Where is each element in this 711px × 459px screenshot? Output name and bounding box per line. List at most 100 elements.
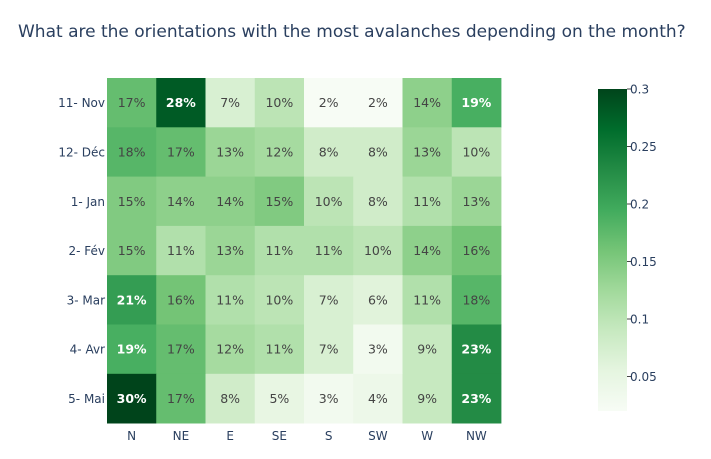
heatmap-cell	[451, 275, 502, 325]
cell-label: 14%	[413, 95, 441, 110]
heatmap-cell	[107, 127, 157, 177]
heatmap-cell	[156, 275, 206, 325]
heatmap-cell	[254, 176, 305, 227]
cell-label: 16%	[167, 292, 195, 307]
heatmap-cell	[254, 324, 305, 375]
x-tick-label: NE	[173, 429, 190, 443]
cell-label: 14%	[167, 194, 195, 209]
heatmap-cell	[353, 78, 403, 128]
y-tick-label: 3- Mar	[67, 293, 105, 307]
y-axis-ticks: 11- Nov 12- Déc 1- Jan 2- Fév 3- Mar 4- Avr 5-…	[58, 96, 105, 406]
cell-label: 9%	[417, 342, 437, 357]
cell-label: 11%	[216, 292, 244, 307]
cell-label: 30%	[117, 391, 147, 406]
heatmap-cell	[402, 78, 453, 128]
cell-label: 17%	[167, 391, 195, 406]
cell-label: 3%	[319, 391, 339, 406]
heatmap-cell	[205, 373, 256, 424]
heatmap-cell	[451, 78, 502, 128]
heatmap-cell	[156, 127, 206, 177]
cell-label: 15%	[265, 194, 293, 209]
cell-label: 15%	[118, 243, 146, 258]
heatmap-cell	[353, 275, 403, 325]
cell-label: 10%	[462, 144, 490, 159]
heatmap-cell	[254, 78, 305, 128]
cell-label: 16%	[462, 243, 490, 258]
cell-label: 7%	[220, 95, 240, 110]
heatmap-cell	[402, 373, 453, 424]
cell-label: 11%	[413, 292, 441, 307]
colorbar-tick-label: 0.15	[630, 255, 657, 269]
cell-label: 17%	[167, 342, 195, 357]
heatmap-cell	[451, 176, 502, 227]
heatmap-cell	[205, 275, 256, 325]
heatmap-cell	[402, 324, 453, 375]
heatmap-cell	[107, 225, 157, 276]
heatmap-cell	[304, 176, 354, 227]
chart-title: What are the orientations with the most …	[18, 22, 686, 42]
heatmap-cell	[107, 78, 157, 128]
cell-label: 8%	[319, 144, 339, 159]
cell-label: 2%	[368, 95, 388, 110]
y-tick-label: 4- Avr	[70, 343, 105, 357]
heatmap-cell	[304, 127, 354, 177]
colorbar-tick-label: 0.05	[630, 370, 657, 384]
cell-label: 3%	[368, 342, 388, 357]
heatmap-cell	[107, 373, 157, 424]
cell-label: 11%	[315, 243, 343, 258]
cell-label: 10%	[364, 243, 392, 258]
colorbar-tick-label: 0.25	[630, 140, 657, 154]
heatmap-cell	[205, 127, 256, 177]
cell-label: 8%	[220, 391, 240, 406]
cell-label: 10%	[265, 95, 293, 110]
heatmap-cell	[451, 324, 502, 375]
colorbar-ticks: 0.05 0.1 0.15 0.2 0.25 0.3	[627, 83, 657, 384]
heatmap-cell	[353, 176, 403, 227]
cell-label: 13%	[462, 194, 490, 209]
heatmap-cell	[156, 78, 206, 128]
heatmap-cell	[107, 324, 157, 375]
cell-label: 23%	[461, 342, 491, 357]
cell-label: 23%	[461, 391, 491, 406]
cell-label: 18%	[118, 144, 146, 159]
cell-label: 11%	[265, 243, 293, 258]
heatmap-cell	[107, 176, 157, 227]
cell-label: 21%	[117, 292, 147, 307]
y-tick-label: 12- Déc	[58, 145, 105, 159]
cell-label: 13%	[216, 144, 244, 159]
cell-label: 10%	[265, 292, 293, 307]
cell-label: 7%	[319, 292, 339, 307]
cell-label: 13%	[216, 243, 244, 258]
cell-label: 17%	[118, 95, 146, 110]
y-tick-label: 1- Jan	[71, 195, 105, 209]
heatmap-cell	[205, 176, 256, 227]
heatmap-cell	[254, 275, 305, 325]
cell-label: 10%	[315, 194, 343, 209]
heatmap-cell	[304, 78, 354, 128]
cell-label: 19%	[461, 95, 491, 110]
cell-label: 5%	[269, 391, 289, 406]
heatmap-cell	[353, 225, 403, 276]
heatmap-cell	[451, 225, 502, 276]
heatmap-cell	[451, 127, 502, 177]
cell-label: 13%	[413, 144, 441, 159]
heatmap-cell	[156, 176, 206, 227]
cell-label: 14%	[216, 194, 244, 209]
cell-label: 17%	[167, 144, 195, 159]
heatmap-cell	[304, 373, 354, 424]
x-axis-ticks: N NE E SE S SW W NW	[127, 429, 487, 443]
x-tick-label: SE	[272, 429, 287, 443]
x-tick-label: N	[127, 429, 136, 443]
x-tick-label: NW	[466, 429, 487, 443]
cell-label: 6%	[368, 292, 388, 307]
colorbar-tick-label: 0.3	[630, 83, 649, 97]
heatmap-cell	[402, 275, 453, 325]
x-tick-label: E	[226, 429, 234, 443]
heatmap-cell	[353, 127, 403, 177]
x-tick-label: W	[421, 429, 433, 443]
cell-label: 14%	[413, 243, 441, 258]
cell-label: 15%	[118, 194, 146, 209]
cell-label: 11%	[167, 243, 195, 258]
cell-label: 11%	[413, 194, 441, 209]
cell-label: 12%	[265, 144, 293, 159]
